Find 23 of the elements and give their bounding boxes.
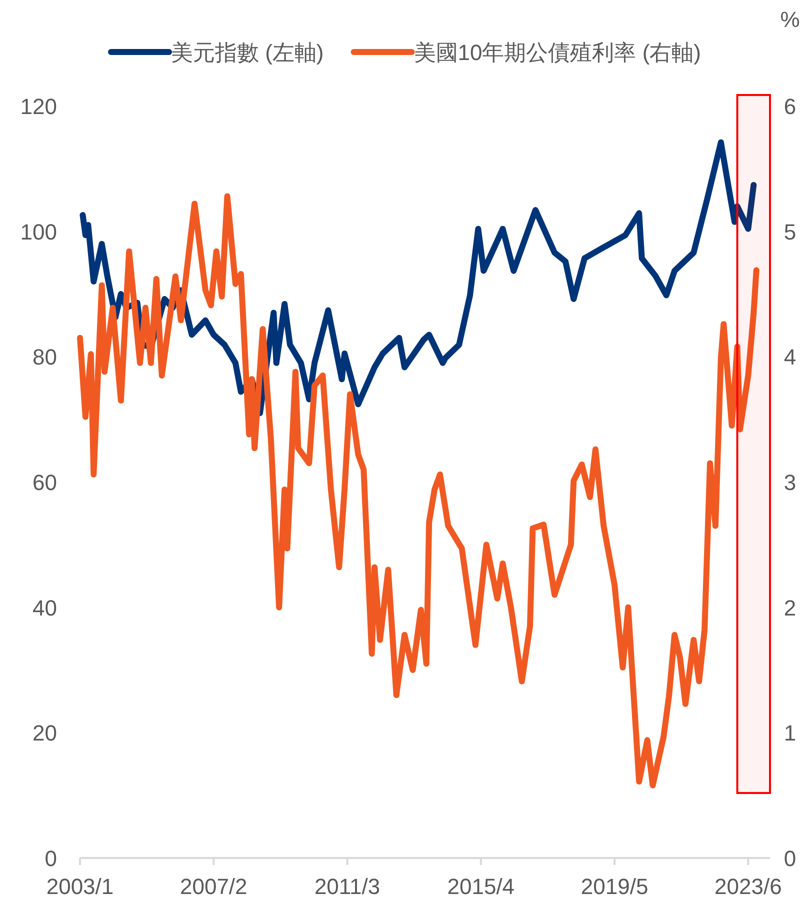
legend-label: 美國10年期公債殖利率 (右軸)	[414, 40, 702, 65]
y2-tick-label: 2	[784, 595, 796, 620]
x-tick-label: 2003/1	[46, 874, 114, 899]
y-tick-label: 80	[32, 344, 57, 370]
x-tick-label: 2011/3	[314, 874, 380, 899]
y-tick-label: 100	[20, 219, 57, 244]
y-tick-label: 60	[32, 470, 57, 495]
y2-axis-title: %	[780, 7, 800, 32]
y2-tick-label: 0	[784, 846, 796, 871]
x-tick-label: 2007/2	[180, 874, 248, 899]
x-tick-label: 2019/5	[580, 874, 648, 899]
y-tick-label: 0	[44, 846, 57, 871]
y2-tick-label: 4	[784, 344, 796, 370]
y-tick-label: 40	[32, 595, 57, 620]
y2-tick-label: 6	[784, 94, 796, 119]
x-tick-label: 2023/6	[714, 874, 782, 899]
y-tick-label: 20	[32, 720, 57, 746]
y-tick-label: 120	[20, 94, 57, 119]
legend-label: 美元指數 (左軸)	[170, 40, 324, 65]
y2-tick-label: 3	[784, 470, 796, 495]
y2-tick-label: 1	[784, 720, 796, 746]
y2-tick-label: 5	[784, 219, 796, 244]
x-tick-label: 2015/4	[447, 874, 515, 899]
